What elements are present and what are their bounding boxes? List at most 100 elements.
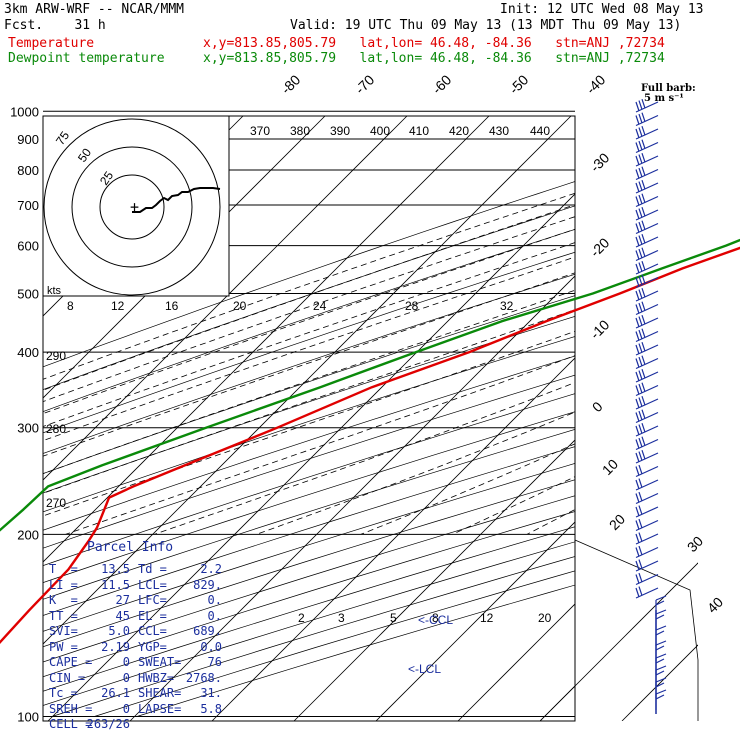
dry-adiabat	[43, 229, 575, 412]
wind-barb	[635, 247, 659, 262]
wind-barb	[635, 220, 659, 235]
parcel-info-key: SHEAR=	[138, 686, 182, 700]
parcel-info-value: 0	[122, 655, 130, 669]
wind-barb	[635, 436, 659, 451]
ccl-marker: <-CCL	[418, 613, 453, 627]
mixing-ratio-label: 12	[480, 611, 494, 625]
wind-barb	[655, 665, 667, 686]
forecast-hour: Fcst. 31 h	[4, 18, 106, 33]
parcel-info-value: 829.	[193, 577, 222, 592]
hodograph-ring	[71, 146, 193, 268]
dry-adiabat	[43, 428, 575, 600]
dry-adiabat	[43, 446, 575, 616]
wind-barb	[635, 382, 659, 397]
parcel-info-value: 0	[122, 701, 130, 716]
wind-barb	[635, 478, 659, 491]
parcel-info-key: Tc =	[49, 686, 78, 700]
extension-frame	[574, 539, 699, 721]
parcel-info-value: 0	[122, 670, 130, 685]
valid-time: Valid: 19 UTC Thu 09 May 13 (13 MDT Thu …	[290, 18, 682, 33]
theta-label: 280	[46, 422, 66, 436]
pressure-tick-label: 700	[17, 198, 39, 213]
parcel-info-value: 26.1	[101, 686, 130, 700]
theta-label: 290	[46, 349, 66, 363]
pressure-tick-label: 300	[17, 421, 39, 436]
wind-barb	[635, 261, 659, 275]
parcel-info-value: 27	[115, 593, 130, 607]
parcel-info-value: 11.5	[101, 577, 130, 592]
mixing-ratio-label: 8	[67, 299, 74, 313]
mixing-ratio-label: 12	[111, 299, 125, 313]
parcel-info-key: CCL=	[138, 624, 167, 638]
parcel-info-key: TT =	[49, 608, 78, 623]
isotherm-extension	[704, 540, 740, 721]
dry-adiabat	[43, 355, 575, 531]
dewpoint-point-info: x,y=813.85,805.79 lat,lon= 46.48, -84.36…	[203, 51, 665, 66]
parcel-info-key: CAPE =	[49, 655, 93, 669]
parcel-info-key: Td =	[138, 562, 167, 576]
mixing-ratio-label: 2	[298, 611, 305, 625]
wind-barb	[635, 99, 659, 113]
wind-barb	[635, 491, 659, 505]
isotherm-label: -60	[429, 71, 455, 97]
grid-lines	[43, 110, 740, 721]
temperature-profile	[0, 246, 740, 645]
hodograph: 25 50 75 + kts	[42, 115, 230, 297]
wind-barb	[635, 301, 659, 316]
wind-barb	[635, 234, 659, 248]
isotherm-label: -40	[583, 71, 609, 97]
wind-barb	[635, 369, 659, 383]
isotherm-label: -70	[352, 71, 378, 97]
parcel-info-value: 689.	[193, 624, 222, 638]
isotherm-label: 40	[704, 594, 726, 616]
isotherm	[129, 275, 575, 721]
wind-barb	[635, 355, 659, 370]
hodograph-ring	[99, 174, 165, 240]
isotherm	[211, 357, 575, 721]
wind-barb	[635, 464, 659, 478]
parcel-info-key: K =	[49, 593, 78, 607]
wind-barb	[635, 166, 659, 181]
parcel-info-key: HWBZ=	[138, 670, 175, 685]
pressure-tick-label: 100	[17, 710, 39, 725]
wind-barb	[635, 518, 659, 532]
isotherm	[704, 116, 740, 721]
pressure-tick-label: 500	[17, 286, 39, 301]
pressure-tick-label: 900	[17, 132, 39, 147]
wind-barb	[635, 180, 659, 194]
pressure-tick-label: 600	[17, 239, 39, 254]
parcel-info-key: EL =	[138, 608, 167, 623]
wind-barb	[635, 450, 659, 464]
wind-barb	[635, 342, 659, 356]
wind-barb	[635, 586, 659, 599]
parcel-info-value: 2.2	[200, 562, 222, 576]
theta-label: 270	[46, 496, 66, 510]
isotherm-label: 20	[606, 511, 628, 533]
wind-barb	[635, 288, 659, 302]
moist-adiabat	[43, 330, 575, 517]
lcl-marker: <-LCL	[408, 662, 441, 676]
wind-barb	[635, 545, 659, 559]
sounding-profiles	[0, 238, 740, 645]
mixing-ratio-label: 5	[390, 611, 397, 625]
parcel-info-key: CELL =	[49, 717, 93, 731]
pressure-tick-label: 400	[17, 345, 39, 360]
parcel-info-key: LI =	[49, 577, 78, 592]
parcel-info-value: 5.8	[200, 701, 222, 716]
init-time: Init: 12 UTC Wed 08 May 13	[500, 2, 704, 17]
wind-barb	[635, 328, 659, 343]
isotherm-label: -50	[506, 71, 532, 97]
parcel-info-key: SREH =	[49, 701, 93, 716]
theta-label: 370	[250, 124, 270, 138]
wind-barb	[655, 689, 667, 710]
isotherm	[43, 116, 490, 563]
wind-barb	[635, 126, 659, 140]
mixing-ratio-label: 32	[500, 299, 514, 313]
mixing-ratio-label: 28	[405, 299, 419, 313]
parcel-info-value: 5.0	[108, 624, 130, 638]
isotherm	[43, 116, 408, 481]
dewpoint-profile	[0, 238, 740, 532]
isotherm-label: 10	[599, 456, 621, 478]
wind-barb	[655, 677, 667, 698]
